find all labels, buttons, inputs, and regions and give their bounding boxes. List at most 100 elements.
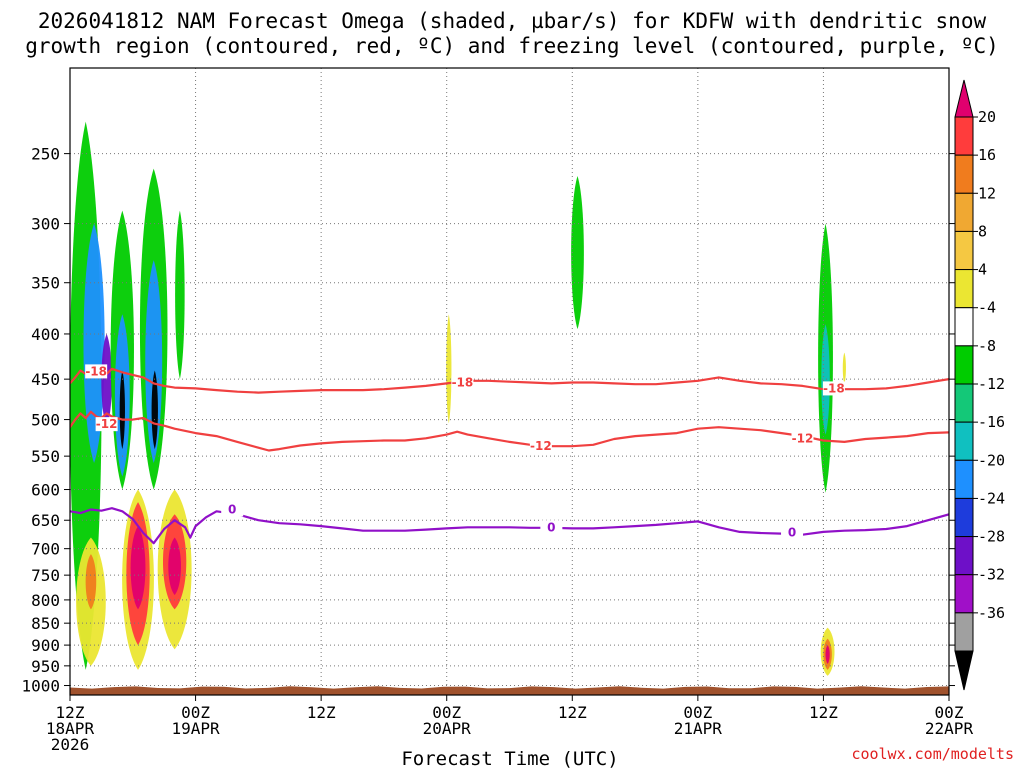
- colorbar-tick-label: -28: [978, 528, 1005, 546]
- dgz-contour--12-label: -12: [530, 439, 552, 453]
- colorbar-swatch: [954, 421, 974, 461]
- ascent-cell-1-mid: [83, 223, 105, 464]
- x-tick-label: 12Z: [307, 703, 336, 722]
- ascent-cell-2-core: [119, 370, 125, 450]
- freezing-level-contour-label-bg: [540, 520, 563, 535]
- x-tick-label: 12Z: [809, 703, 838, 722]
- colorbar-swatch: [954, 345, 974, 385]
- freezing-level-contour-label: 0: [788, 525, 796, 539]
- x-axis-label: Forecast Time (UTC): [401, 748, 618, 768]
- colorbar-swatch: [954, 383, 974, 423]
- colorbar-tick-label: -8: [978, 337, 996, 355]
- x-tick-label: 00Z: [935, 703, 964, 722]
- colorbar-tick-label: -16: [978, 413, 1005, 431]
- freezing-level-contour-label: 0: [228, 502, 236, 516]
- colorbar-swatch: [954, 269, 974, 309]
- y-tick-label: 900: [31, 636, 60, 655]
- freezing-level-contour-label: 0: [547, 520, 555, 534]
- plot-frame: [69, 67, 950, 696]
- colorbar-tick-label: -36: [978, 604, 1005, 622]
- y-tick-label: 750: [31, 566, 60, 585]
- colorbar-tick-label: 8: [978, 222, 987, 240]
- x-tick-label: 00Z: [683, 703, 712, 722]
- ground-surface: [70, 685, 949, 695]
- colorbar: 20 16 12 8 4 -4 -8 -12 -16 -20 -24 -28 -32 -36: [954, 79, 1005, 691]
- x-tick-label: 21APR: [674, 719, 723, 738]
- dgz-contour--18-label: -18: [85, 364, 107, 378]
- x-tick-label: 2026: [51, 735, 90, 754]
- y-tick-label: 850: [31, 614, 60, 633]
- x-tick-label: 18APR: [46, 719, 95, 738]
- ascent-cell-5-outer: [446, 314, 452, 424]
- credit-text: coolwx.com/modelts: [851, 745, 1014, 763]
- y-tick-label: 1000: [21, 677, 60, 696]
- colorbar-swatch: [954, 116, 974, 156]
- colorbar-swatch: [954, 536, 974, 576]
- colorbar-bottom-arrow: [954, 650, 974, 691]
- y-tick-label: 250: [31, 145, 60, 164]
- y-tick-label: 450: [31, 370, 60, 389]
- y-tick-label: 400: [31, 325, 60, 344]
- dgz-contour--18-label: -18: [823, 381, 845, 395]
- colorbar-tick-label: 4: [978, 261, 987, 279]
- dgz-contour--18-label-bg: [822, 381, 845, 396]
- dgz-contour--12: -12 -12 -12: [70, 410, 949, 454]
- y-tick-label: 800: [31, 591, 60, 610]
- chart-title-line-2: growth region (contoured, red, ºC) and f…: [25, 34, 999, 58]
- dgz-contour--18-label-bg: [85, 364, 108, 379]
- colorbar-tick-label: 12: [978, 184, 996, 202]
- colorbar-tick-label: -24: [978, 489, 1005, 507]
- dgz-contour--12-label: -12: [96, 417, 118, 431]
- ascent-cell-3-mid: [145, 260, 163, 464]
- freezing-level-contour-label-bg: [221, 502, 244, 517]
- colorbar-tick-label: -32: [978, 566, 1005, 584]
- freezing-level-contour-line: [70, 507, 949, 545]
- colorbar-swatch: [954, 230, 974, 271]
- grid-lines: [70, 68, 949, 695]
- chart-title-line-1: 2026041812 NAM Forecast Omega (shaded, µ…: [38, 9, 987, 33]
- y-tick-label: 350: [31, 274, 60, 293]
- x-tick-label: 22APR: [925, 719, 974, 738]
- x-tick-label: 00Z: [181, 703, 210, 722]
- plot-area: -18 -18 -18 -12 -12 -12 0 0 0 250 300 350 400 450 500 5…: [21, 67, 974, 754]
- dgz-contour--18-label: -18: [452, 376, 474, 390]
- colorbar-tick-label: -12: [978, 375, 1005, 393]
- colorbar-swatch: [954, 574, 974, 614]
- colorbar-tick-label: -20: [978, 451, 1005, 469]
- y-tick-label: 650: [31, 511, 60, 530]
- dgz-contour--18: -18 -18 -18: [70, 364, 949, 396]
- colorbar-swatch: [954, 192, 974, 232]
- colorbar-tick-label: 16: [978, 146, 996, 164]
- dgz-contour--12-label-bg: [95, 417, 118, 432]
- ascent-cell-7-mid: [821, 324, 830, 435]
- ascent-cell-1-core: [101, 333, 112, 428]
- dgz-contour--18-label-bg: [451, 375, 474, 390]
- y-tick-label: 950: [31, 657, 60, 676]
- colorbar-tick-label: 20: [978, 108, 996, 126]
- x-tick-label: 00Z: [432, 703, 461, 722]
- colorbar-tick-label: -4: [978, 299, 996, 317]
- descent-cell-1-mid: [85, 554, 97, 610]
- ascent-cell-3-core: [151, 370, 158, 450]
- ascent-cell-6-outer: [571, 175, 584, 330]
- y-tick-label: 600: [31, 481, 60, 500]
- descent-cell-3-core: [168, 537, 181, 596]
- colorbar-swatch: [954, 154, 974, 194]
- y-tick-label: 550: [31, 447, 60, 466]
- freezing-level-contour: 0 0 0: [70, 502, 949, 545]
- x-tick-label: 20APR: [423, 719, 472, 738]
- dgz-contour--12-line: [70, 410, 949, 452]
- colorbar-swatch: [954, 612, 974, 652]
- y-tick-label: 500: [31, 411, 60, 430]
- dgz-contour--12-label: -12: [792, 431, 814, 445]
- colorbar-swatch: [954, 307, 974, 347]
- colorbar-top-arrow: [954, 79, 974, 118]
- dgz-contour--18-line: [70, 367, 949, 394]
- descent-cell-4-core: [825, 645, 830, 664]
- x-tick-label: 12Z: [56, 703, 85, 722]
- colorbar-swatch: [954, 459, 974, 499]
- y-tick-label: 700: [31, 540, 60, 559]
- y-tick-label: 300: [31, 215, 60, 234]
- descent-cell-2-core: [130, 526, 146, 610]
